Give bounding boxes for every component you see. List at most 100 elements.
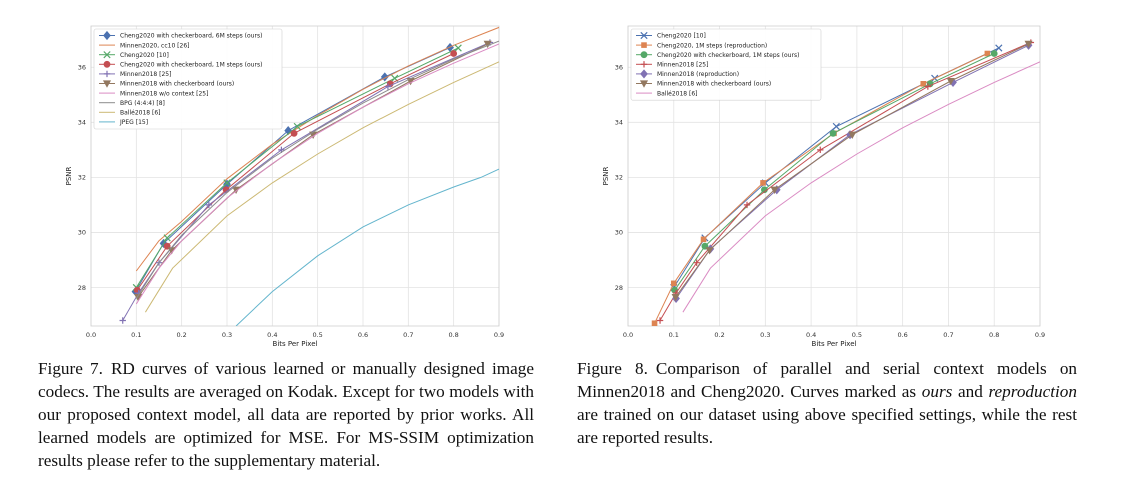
legend-label: BPG (4:4:4) [8]	[120, 100, 165, 107]
plot-frame	[627, 25, 1041, 327]
legend-item: Minnen2018 [25]	[99, 70, 171, 78]
x-tick-label: 0.7	[943, 331, 953, 339]
x-tick-label: 0.1	[669, 331, 679, 339]
x-tick-label: 0.3	[222, 331, 232, 339]
x-tick-label: 0.9	[494, 331, 504, 339]
series-line	[135, 40, 499, 299]
legend-item: Cheng2020 [10]	[99, 51, 169, 59]
series-line	[674, 53, 995, 291]
x-tick-label: 0.4	[806, 331, 816, 339]
caption-text-1: Comparison of parallel and serial contex…	[577, 359, 1078, 401]
legend-label: Minnen2018 with checkerboard (ours)	[120, 81, 234, 88]
legend-label: Minnen2018 with checkerboard (ours)	[657, 81, 771, 88]
data-point	[651, 320, 658, 326]
caption-em-reproduction: reproduction	[988, 382, 1077, 401]
x-tick-label: 0.8	[989, 331, 999, 339]
data-point	[817, 146, 824, 154]
legend-label: Cheng2020 [10]	[120, 52, 169, 59]
x-axis-label: Bits Per Pixel	[273, 340, 318, 348]
legend-box	[630, 28, 822, 101]
x-tick-label: 0.4	[267, 331, 277, 339]
caption-label: Figure 8.	[577, 359, 648, 378]
series-bpg-4-4-4-8	[135, 40, 499, 299]
legend-swatch-marker	[103, 30, 111, 41]
data-point	[223, 179, 231, 187]
series-line	[682, 61, 1040, 313]
series-line	[135, 47, 459, 288]
y-tick-label: 36	[615, 64, 623, 72]
data-point	[454, 44, 462, 52]
legend-item: BPG (4:4:4) [8]	[99, 100, 165, 107]
legend-item: Minnen2018 (reproduction)	[636, 69, 739, 79]
legend-swatch-marker	[102, 80, 112, 88]
data-point	[705, 247, 714, 255]
figure-8: 0.0 0.1 0.2 0.3 0.4 0.5 0.6 0.7 0.8 0.9 28 30 32 34 36…	[572, 0, 1143, 499]
y-tick-label: 28	[615, 284, 623, 292]
legend-item: Minnen2020, cc10 [26]	[99, 42, 189, 49]
data-point	[920, 80, 927, 87]
x-axis-label: Bits Per Pixel	[812, 340, 857, 348]
series-line	[675, 43, 1029, 298]
series-line	[144, 61, 499, 313]
data-point	[293, 122, 301, 131]
legend-label: Cheng2020 with checkerboard, 1M steps (o…	[657, 52, 799, 59]
data-point	[693, 259, 700, 266]
legend-swatch-marker	[640, 61, 648, 68]
legend-swatch-marker	[641, 42, 647, 48]
legend-label: Cheng2020 [10]	[657, 33, 706, 40]
x-tick-label: 0.3	[760, 331, 770, 339]
legend-label: Ballé2018 [6]	[657, 90, 698, 97]
legend-swatch-marker	[640, 69, 648, 79]
legend-label: Minnen2018 (reproduction)	[657, 71, 739, 78]
data-point	[483, 40, 492, 49]
data-point	[984, 50, 991, 57]
legend: Cheng2020 [10] Cheng2020, 1M steps (repro…	[630, 28, 822, 101]
data-point	[832, 122, 840, 131]
caption-text-3: are trained on our dataset using above s…	[577, 405, 1077, 447]
data-point	[1024, 40, 1033, 49]
x-tick-label: 0.1	[131, 331, 141, 339]
legend-swatch-marker	[640, 51, 648, 59]
data-point	[848, 131, 857, 139]
legend-label: Cheng2020, 1M steps (reproduction)	[657, 42, 767, 49]
series-line	[235, 168, 499, 326]
caption-em-ours: ours	[921, 382, 953, 401]
data-point	[205, 201, 213, 209]
y-tick-label: 36	[78, 64, 86, 72]
legend-swatch-marker	[639, 80, 649, 88]
legend-item: Minnen2018 [25]	[636, 61, 708, 69]
data-point	[990, 50, 998, 57]
figure-7: 0.0 0.1 0.2 0.3 0.4 0.5 0.6 0.7 0.8 0.9 28 30 32 34 36…	[0, 0, 560, 499]
y-tick-label: 28	[78, 284, 86, 292]
series-line	[135, 26, 499, 272]
data-point	[760, 180, 766, 186]
caption-text-2: and	[952, 382, 989, 401]
series-cheng2020-with-checkerboard-1m-steps-ours	[671, 50, 998, 294]
data-point	[163, 234, 171, 242]
legend-item: Minnen2018 with checkerboard (ours)	[99, 80, 234, 88]
legend-item: Ballé2018 [6]	[99, 110, 161, 117]
x-tick-label: 0.9	[1035, 331, 1045, 339]
series-minnen2020-cc10-26	[135, 26, 499, 272]
x-tick-label: 0.6	[358, 331, 368, 339]
data-point	[119, 317, 126, 324]
caption-fig7: Figure 7. RD curves of various learned or…	[38, 357, 534, 472]
series-line	[136, 53, 454, 291]
legend-swatch-marker	[103, 70, 111, 78]
legend-label: JPEG [15]	[119, 119, 148, 126]
data-point	[995, 44, 1003, 52]
y-tick-label: 34	[78, 119, 86, 127]
x-tick-label: 0.7	[403, 331, 413, 339]
series-minnen2018-with-checkerboard-ours	[671, 40, 1033, 302]
data-point	[924, 83, 932, 90]
data-point	[946, 77, 955, 86]
data-point	[829, 129, 837, 137]
series-ball-2018-6	[144, 61, 499, 313]
legend-item: JPEG [15]	[99, 119, 148, 126]
legend-box	[93, 28, 283, 130]
x-tick-label: 0.5	[312, 331, 322, 339]
data-point	[770, 186, 779, 194]
series-ball-2018-6	[682, 61, 1040, 313]
legend-label: Cheng2020 with checkerboard, 6M steps (o…	[120, 33, 262, 40]
rd-chart-fig7: 0.0 0.1 0.2 0.3 0.4 0.5 0.6 0.7 0.8 0.9 28 30 32 34 36…	[65, 25, 504, 348]
